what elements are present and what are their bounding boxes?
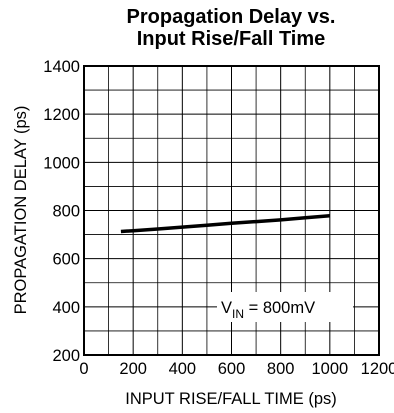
x-tick-label: 400 <box>169 360 197 378</box>
x-tick-label: 0 <box>79 360 88 378</box>
annotation-background <box>217 292 353 322</box>
y-tick-label: 800 <box>52 203 80 221</box>
plot-frame <box>83 65 380 356</box>
y-tick-label: 400 <box>52 299 80 317</box>
y-tick-label: 1400 <box>43 58 80 76</box>
x-tick-label: 200 <box>119 360 147 378</box>
x-tick-label: 800 <box>267 360 295 378</box>
series-line <box>120 214 330 234</box>
y-tick-label: 600 <box>52 251 80 269</box>
x-axis-title: INPUT RISE/FALL TIME (ps) <box>125 390 337 408</box>
x-tick-label: 1200 <box>361 360 394 378</box>
annotation-value: = 800mV <box>244 299 315 317</box>
x-tick-label: 1000 <box>311 360 348 378</box>
vin-annotation: VIN = 800mV <box>217 292 353 322</box>
y-tick-label: 1000 <box>43 154 80 172</box>
annotation-subscript: IN <box>232 307 244 321</box>
annotation-main: V <box>221 299 232 317</box>
chart-title-line-1: Propagation Delay vs. <box>127 6 336 28</box>
y-axis-title: PROPAGATION DELAY (ps) <box>12 106 30 315</box>
tick-labels: 0 200 400 600 800 1000 12002004006008001000120… <box>43 58 394 378</box>
annotation-label: VIN = 800mV <box>221 299 315 321</box>
chart-title-line-2: Input Rise/Fall Time <box>137 28 326 50</box>
y-tick-label: 1200 <box>43 106 80 124</box>
series-group <box>120 214 330 234</box>
x-tick-label: 600 <box>218 360 246 378</box>
y-tick-label: 200 <box>52 347 80 365</box>
